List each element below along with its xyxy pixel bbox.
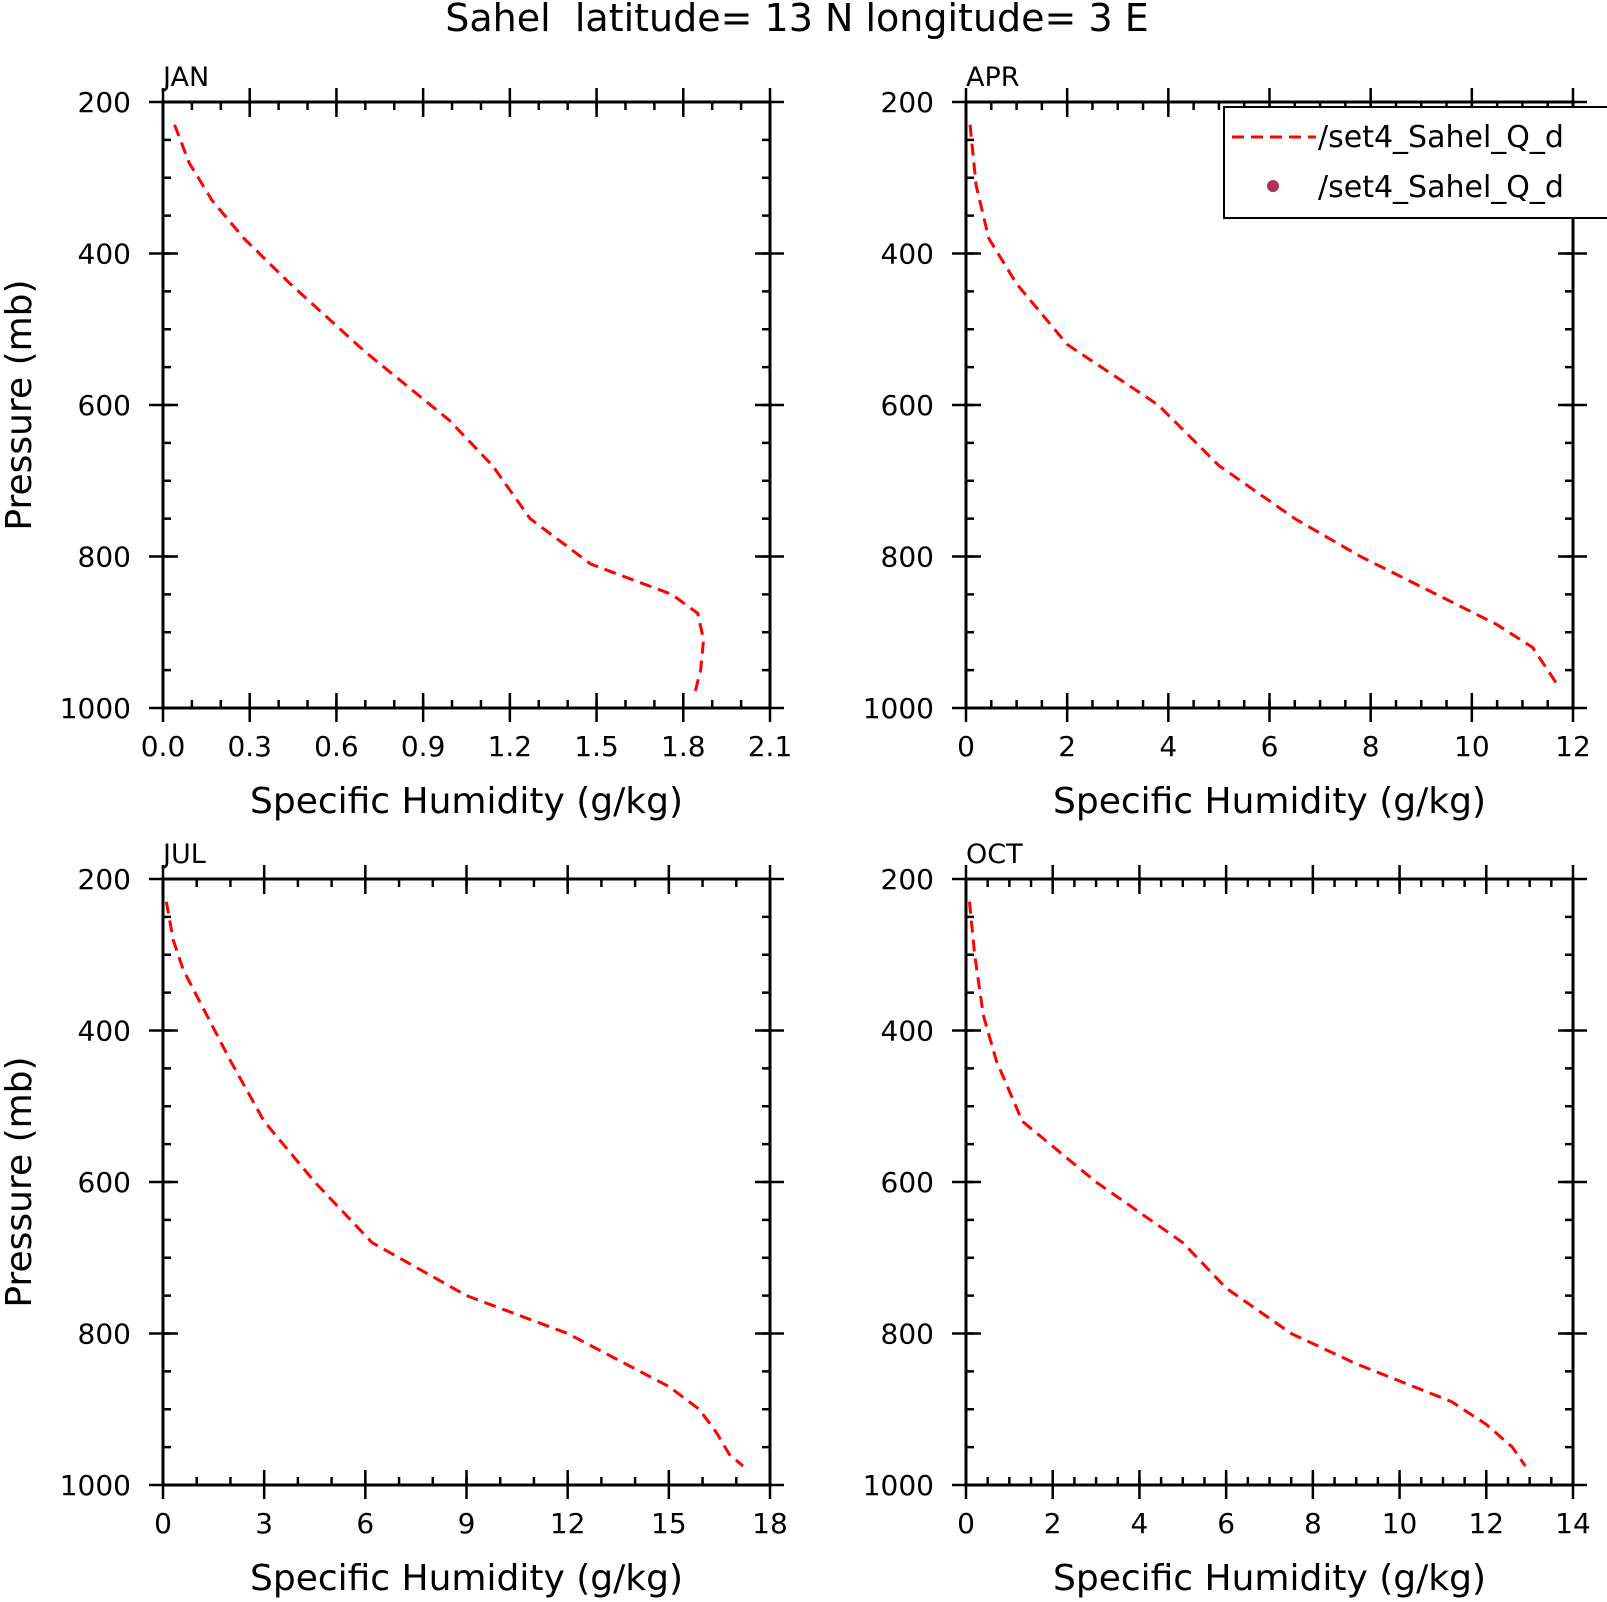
x-tick-label: 0.9 bbox=[401, 730, 446, 763]
series-line-oct bbox=[967, 901, 1527, 1467]
y-tick-label: 200 bbox=[78, 86, 131, 119]
panel-title: OCT bbox=[966, 839, 1023, 870]
x-tick-label: 8 bbox=[1304, 1507, 1322, 1540]
x-tick-label: 0.0 bbox=[141, 730, 186, 763]
x-tick-label: 12 bbox=[1555, 730, 1591, 763]
y-tick-label: 200 bbox=[881, 86, 934, 119]
x-tick-label: 3 bbox=[255, 1507, 273, 1540]
y-tick-label: 1000 bbox=[863, 1469, 934, 1502]
y-tick-label: 200 bbox=[881, 863, 934, 896]
y-tick-label: 600 bbox=[881, 1166, 934, 1199]
y-tick-label: 800 bbox=[78, 541, 131, 574]
legend-box bbox=[1223, 106, 1607, 219]
legend-dot-swatch bbox=[1267, 180, 1279, 192]
x-tick-label: 14 bbox=[1555, 1507, 1591, 1540]
x-tick-label: 12 bbox=[1468, 1507, 1504, 1540]
x-tick-label: 0 bbox=[154, 1507, 172, 1540]
y-axis-label: Pressure (mb) bbox=[0, 1056, 40, 1307]
x-axis-label: Specific Humidity (g/kg) bbox=[250, 781, 683, 822]
panel-title: JAN bbox=[161, 62, 209, 93]
x-tick-label: 0.6 bbox=[314, 730, 359, 763]
legend-label: /set4_Sahel_Q_d bbox=[1318, 170, 1564, 205]
x-tick-label: 0 bbox=[957, 1507, 975, 1540]
y-axis-label: Pressure (mb) bbox=[0, 279, 40, 530]
series-line-jul bbox=[164, 901, 744, 1468]
plot-frame bbox=[964, 877, 1575, 1487]
y-tick-label: 400 bbox=[78, 1015, 131, 1048]
series-line-apr bbox=[968, 124, 1560, 687]
panel-title: APR bbox=[966, 62, 1020, 93]
y-tick-label: 1000 bbox=[60, 692, 131, 725]
x-tick-label: 1.2 bbox=[488, 730, 533, 763]
plot-frame bbox=[161, 100, 772, 710]
panel-jul: JUL 0 3 6 9 12 15 18 200 400 600 800 1000 Specific Hu… bbox=[0, 839, 788, 1599]
panel-oct: OCT 0 2 4 6 8 10 12 14 200 400 600 800 1000 Specific H… bbox=[863, 839, 1591, 1599]
x-tick-label: 4 bbox=[1131, 1507, 1149, 1540]
y-tick-label: 600 bbox=[78, 1166, 131, 1199]
y-tick-label: 600 bbox=[78, 389, 131, 422]
x-tick-label: 15 bbox=[651, 1507, 687, 1540]
legend: /set4_Sahel_Q_d/set4_Sahel_Q_d bbox=[1223, 106, 1607, 219]
panel-jan: JAN 0.0 0.3 0.6 0.9 1.2 1.5 1.8 2.1 200 400 600 800 1… bbox=[0, 62, 792, 822]
panel-title: JUL bbox=[161, 839, 206, 870]
y-tick-label: 400 bbox=[78, 238, 131, 271]
x-tick-label: 6 bbox=[1217, 1507, 1235, 1540]
x-tick-label: 18 bbox=[752, 1507, 788, 1540]
x-tick-label: 8 bbox=[1362, 730, 1380, 763]
x-tick-label: 4 bbox=[1159, 730, 1177, 763]
x-tick-label: 2 bbox=[1058, 730, 1076, 763]
x-axis-label: Specific Humidity (g/kg) bbox=[250, 1558, 683, 1599]
y-tick-label: 800 bbox=[881, 1318, 934, 1351]
x-tick-label: 0.3 bbox=[227, 730, 272, 763]
x-tick-label: 12 bbox=[550, 1507, 586, 1540]
x-axis-label: Specific Humidity (g/kg) bbox=[1053, 1558, 1486, 1599]
y-tick-label: 400 bbox=[881, 238, 934, 271]
y-tick-label: 400 bbox=[881, 1015, 934, 1048]
y-tick-label: 800 bbox=[881, 541, 934, 574]
x-tick-label: 10 bbox=[1454, 730, 1490, 763]
legend-label: /set4_Sahel_Q_d bbox=[1318, 120, 1564, 155]
x-axis-label: Specific Humidity (g/kg) bbox=[1053, 781, 1486, 822]
x-tick-label: 9 bbox=[458, 1507, 476, 1540]
x-tick-label: 1.8 bbox=[661, 730, 706, 763]
y-tick-label: 1000 bbox=[863, 692, 934, 725]
y-tick-label: 600 bbox=[881, 389, 934, 422]
x-tick-label: 2 bbox=[1044, 1507, 1062, 1540]
y-tick-label: 1000 bbox=[60, 1469, 131, 1502]
x-tick-label: 2.1 bbox=[748, 730, 793, 763]
y-tick-label: 800 bbox=[78, 1318, 131, 1351]
figure-title: Sahel latitude= 13 N longitude= 3 E bbox=[445, 0, 1148, 40]
x-tick-label: 6 bbox=[356, 1507, 374, 1540]
series-line-jan bbox=[173, 124, 706, 694]
y-tick-label: 200 bbox=[78, 863, 131, 896]
x-tick-label: 1.5 bbox=[574, 730, 619, 763]
x-tick-label: 10 bbox=[1382, 1507, 1418, 1540]
x-tick-label: 6 bbox=[1261, 730, 1279, 763]
x-tick-label: 0 bbox=[957, 730, 975, 763]
